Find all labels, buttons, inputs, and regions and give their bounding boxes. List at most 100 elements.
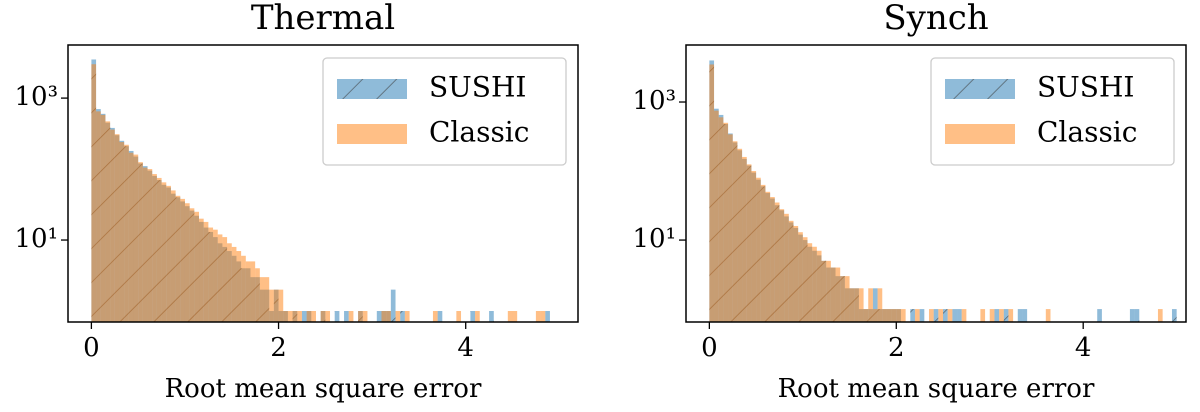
histogram-bar <box>133 154 139 322</box>
histogram-bar <box>840 276 845 322</box>
x-tick-label: 4 <box>457 333 474 363</box>
histogram-bar <box>245 261 251 322</box>
legend-label: Classic <box>1037 116 1137 149</box>
hatch-overlay <box>1097 309 1102 322</box>
histogram-bar <box>395 311 401 322</box>
histogram-bar <box>96 111 101 322</box>
histogram-bar <box>194 211 200 322</box>
histogram-bar <box>255 268 260 322</box>
histogram-bar <box>540 311 546 322</box>
histogram-bar <box>236 251 242 322</box>
histogram-bar <box>386 311 391 322</box>
histogram-bar <box>816 250 822 322</box>
legend-swatch <box>337 124 407 144</box>
histogram-bar <box>325 311 331 322</box>
legend-label: SUSHI <box>429 71 526 104</box>
hatch-overlay <box>437 311 443 322</box>
histogram-bar <box>788 220 794 322</box>
legend-label: Classic <box>429 116 529 149</box>
histogram-bar <box>152 174 157 322</box>
hatch-overlay <box>952 309 958 322</box>
histogram-bar <box>208 227 214 322</box>
histogram-bar <box>180 198 185 322</box>
histogram-bar <box>203 221 209 322</box>
bars <box>709 60 1177 322</box>
histogram-bar <box>432 311 438 322</box>
histogram-bar <box>362 311 368 322</box>
histogram-bar <box>718 117 724 322</box>
histogram-bar <box>742 156 747 322</box>
hatch-overlay <box>957 309 962 322</box>
bars <box>91 59 550 322</box>
histogram-bar <box>110 129 115 322</box>
hatch-overlay <box>919 309 925 322</box>
hatch-overlay <box>545 311 550 322</box>
histogram-bar <box>798 232 803 322</box>
histogram-bar <box>826 260 831 322</box>
hatch-overlay <box>1003 309 1009 322</box>
histogram-bar <box>849 288 855 322</box>
y-tick-label: 10¹ <box>632 224 676 254</box>
histogram-bar <box>124 144 129 322</box>
histogram-bar <box>306 311 312 322</box>
x-tick-label: 4 <box>1075 333 1092 363</box>
histogram-bar <box>105 121 111 322</box>
histogram-bar <box>166 185 171 322</box>
hatch-overlay <box>872 288 878 322</box>
histogram-bar <box>938 309 944 322</box>
histogram-bar <box>760 184 766 322</box>
histogram-bar <box>896 309 901 322</box>
x-tick-label: 0 <box>83 333 100 363</box>
histogram-bar <box>737 148 743 322</box>
histogram-bar <box>886 309 892 322</box>
histogram-bar <box>914 309 920 322</box>
histogram-bar <box>259 277 265 322</box>
histogram-bar <box>213 229 218 322</box>
histogram-bar <box>217 234 223 322</box>
chart-title: Synch <box>883 0 988 38</box>
legend-swatch <box>945 124 1015 144</box>
histogram-bar <box>119 142 125 322</box>
histogram-bar <box>854 288 859 322</box>
histogram-bar <box>231 246 237 322</box>
histogram-bar <box>877 288 883 322</box>
histogram-bar <box>961 309 967 322</box>
hatch-overlay <box>390 289 396 322</box>
histogram-bar <box>882 309 887 322</box>
histogram-bar <box>507 311 513 322</box>
legend-hatch <box>337 79 407 99</box>
histogram-bar <box>292 311 298 322</box>
histogram-bar <box>1045 309 1051 322</box>
histogram-bar <box>222 237 228 322</box>
histogram-bar <box>264 277 270 322</box>
histogram-bar <box>535 311 541 322</box>
histogram-bar <box>297 311 302 322</box>
histogram-bar <box>199 218 204 322</box>
legend-label: SUSHI <box>1037 71 1134 104</box>
hatch-overlay <box>1134 309 1140 322</box>
histogram-bar <box>348 311 354 322</box>
x-axis-label: Root mean square error <box>778 374 1095 404</box>
histogram-bar <box>250 261 256 322</box>
histogram-bar <box>980 309 986 322</box>
hatch-overlay <box>1129 309 1135 322</box>
hatch-overlay <box>376 311 382 322</box>
histogram-bar <box>858 288 864 322</box>
histogram-bar <box>714 110 719 322</box>
histogram-bar <box>765 191 771 322</box>
hatch-overlay <box>470 311 476 322</box>
histogram-bar <box>273 289 279 322</box>
hatch-overlay <box>301 311 307 322</box>
y-tick-label: 10¹ <box>14 224 58 254</box>
histogram-bar <box>184 203 190 322</box>
histogram-bar <box>283 311 288 322</box>
histogram-bar <box>868 288 873 322</box>
histogram-bar <box>170 190 176 322</box>
histogram-bar <box>784 213 789 322</box>
histogram-bar <box>802 237 808 322</box>
histogram-bar <box>863 309 869 322</box>
histogram-bar <box>709 64 715 322</box>
histogram-bar <box>512 311 518 322</box>
histogram-bar <box>891 309 897 322</box>
